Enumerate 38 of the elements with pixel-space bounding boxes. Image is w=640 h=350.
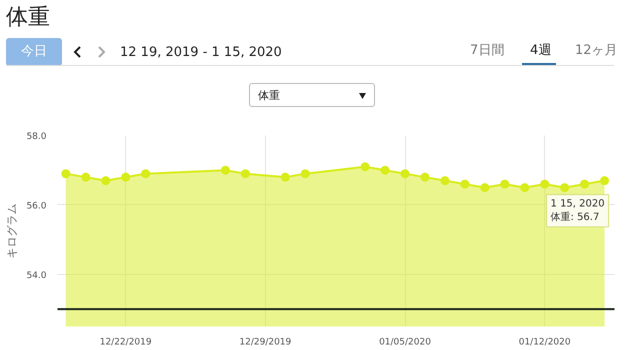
y-axis-title: キログラム (5, 204, 18, 258)
point (101, 176, 110, 186)
text: 4週 (530, 42, 552, 60)
point (580, 180, 590, 189)
point (380, 166, 390, 175)
point (360, 162, 370, 172)
point (300, 169, 310, 178)
x-tick-label: 01/12/2020 (518, 338, 571, 348)
y-tick-label: 54.0 (26, 270, 47, 281)
point (400, 169, 410, 178)
point (460, 180, 470, 189)
point (121, 172, 130, 182)
text: 7日間 (470, 42, 504, 60)
point (600, 176, 610, 186)
point (141, 169, 150, 178)
point (560, 183, 570, 192)
text: 今日 (6, 38, 62, 66)
annotation: 1 15, 2020 体重: 56.7 (550, 198, 605, 223)
text: 体重 (249, 83, 375, 107)
x-tick-label: 12/22/2019 (100, 338, 152, 348)
text: 12 19, 2019 - 1 15, 2020 (120, 44, 282, 62)
y-tick-label: 56.0 (26, 201, 47, 212)
point (280, 172, 290, 182)
point (480, 183, 490, 192)
point (240, 169, 250, 178)
y-tick-label: 58.0 (26, 132, 47, 142)
point (500, 180, 510, 189)
point (540, 180, 550, 189)
point (520, 183, 530, 192)
x-tick-label: 01/05/2020 (379, 338, 432, 348)
point (81, 172, 90, 182)
point (420, 172, 430, 182)
point (220, 166, 230, 175)
point (61, 169, 70, 178)
text: 12ヶ月 (575, 42, 618, 60)
point (440, 176, 450, 186)
x-tick-label: 12/29/2019 (239, 338, 292, 348)
chart-title: 体重 (6, 4, 50, 32)
